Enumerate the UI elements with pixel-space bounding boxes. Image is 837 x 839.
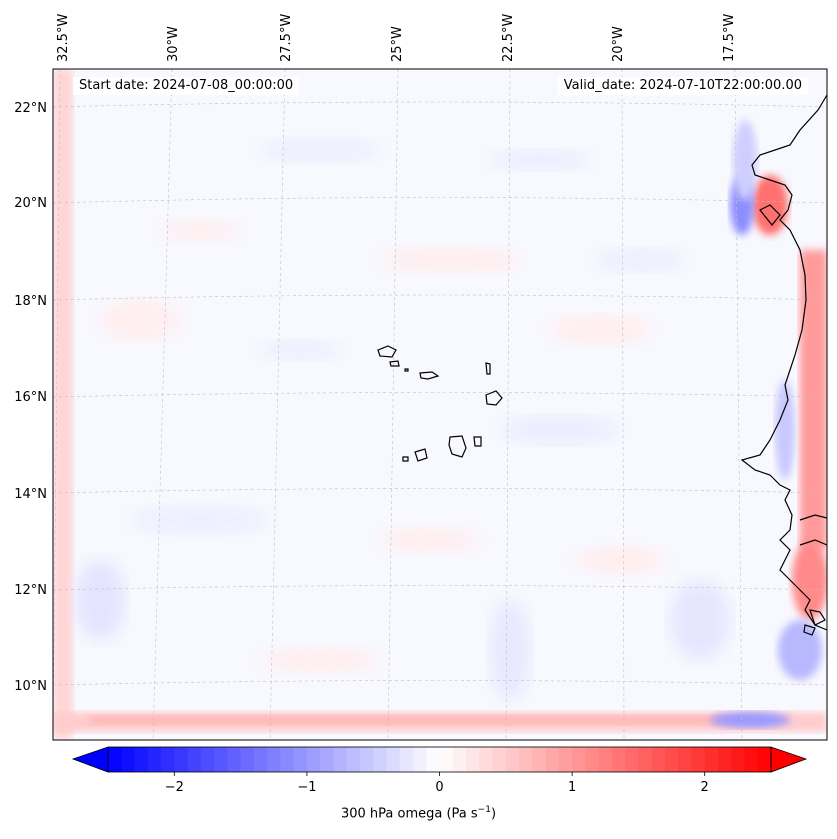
lat-label: 20°N bbox=[14, 196, 47, 211]
map-frame bbox=[52, 68, 828, 741]
lon-label: 25°W bbox=[390, 26, 405, 62]
coastlines bbox=[377, 94, 827, 636]
colorbar-step bbox=[426, 747, 440, 772]
colorbar-ticks: −2 −1 0 1 2 bbox=[165, 772, 709, 795]
lon-label: 32.5°W bbox=[56, 14, 71, 62]
colorbar-step bbox=[320, 747, 334, 772]
lon-label: 27.5°W bbox=[279, 14, 294, 62]
gridlines bbox=[53, 69, 827, 740]
lat-label: 10°N bbox=[14, 679, 47, 694]
colorbar-step bbox=[704, 747, 719, 772]
colorbar-step bbox=[333, 747, 348, 772]
omega-field bbox=[53, 69, 827, 740]
colorbar-step bbox=[519, 747, 533, 772]
colorbar-step bbox=[558, 747, 573, 772]
colorbar-title-end: ) bbox=[490, 806, 497, 822]
colorbar-step bbox=[744, 747, 759, 772]
longitude-labels: 32.5°W 30°W 27.5°W 25°W 22.5°W 20°W 17.5… bbox=[56, 14, 737, 62]
island-fogo bbox=[414, 448, 428, 462]
lat-label: 22°N bbox=[14, 101, 47, 116]
latitude-labels: 22°N 20°N 18°N 16°N 14°N 12°N 10°N bbox=[14, 101, 47, 694]
colorbar-title-main: 300 hPa omega (Pa s bbox=[340, 806, 478, 822]
lat-label: 14°N bbox=[14, 487, 47, 502]
colorbar-step bbox=[187, 747, 202, 772]
colorbar-step bbox=[664, 747, 679, 772]
colorbar-step bbox=[638, 747, 653, 772]
start-date-label: Start date: 2024-07-08_00:00:00 bbox=[73, 77, 300, 95]
colorbar-step bbox=[161, 747, 175, 772]
colorbar-step bbox=[227, 747, 241, 772]
colorbar-step bbox=[359, 747, 374, 772]
colorbar-step bbox=[214, 747, 228, 772]
lat-label: 12°N bbox=[14, 583, 47, 598]
island-sal bbox=[485, 362, 491, 375]
colorbar-step bbox=[174, 747, 188, 772]
valid-date-label: Valid_date: 2024-07-10T22:00:00.00 bbox=[557, 77, 808, 95]
island-maio bbox=[473, 436, 482, 447]
colorbar-step bbox=[267, 747, 281, 772]
colorbar-step bbox=[585, 747, 600, 772]
colorbar-step bbox=[479, 747, 493, 772]
lat-label: 16°N bbox=[14, 390, 47, 405]
lon-label: 30°W bbox=[166, 26, 181, 62]
colorbar-tick-label: 2 bbox=[701, 780, 709, 795]
colorbar-step bbox=[386, 747, 401, 772]
colorbar-step bbox=[280, 747, 295, 772]
colorbar-tick-label: 1 bbox=[568, 780, 576, 795]
colorbar-step bbox=[346, 747, 361, 772]
colorbar-step bbox=[452, 747, 467, 772]
colorbar-step bbox=[306, 747, 321, 772]
colorbar-steps bbox=[108, 747, 772, 772]
colorbar-step bbox=[108, 747, 122, 772]
island-brava bbox=[402, 456, 409, 462]
colorbar-tick-label: −1 bbox=[297, 780, 316, 795]
colorbar-step bbox=[651, 747, 666, 772]
colorbar-step bbox=[200, 747, 215, 772]
colorbar-step bbox=[598, 747, 613, 772]
colorbar-step bbox=[505, 747, 520, 772]
colorbar-step bbox=[293, 747, 308, 772]
colorbar-step bbox=[545, 747, 560, 772]
colorbar-step bbox=[253, 747, 268, 772]
colorbar-step bbox=[412, 747, 427, 772]
colorbar-step bbox=[625, 747, 639, 772]
africa-coastline bbox=[740, 94, 827, 631]
colorbar-step bbox=[439, 747, 454, 772]
island-boa-vista bbox=[485, 390, 503, 406]
colorbar-step bbox=[466, 747, 480, 772]
colorbar-step bbox=[399, 747, 414, 772]
lon-label: 22.5°W bbox=[501, 14, 516, 62]
colorbar-title-exponent: −1 bbox=[477, 805, 491, 815]
colorbar-step bbox=[373, 747, 387, 772]
colorbar-step bbox=[147, 747, 162, 772]
colorbar-tick-label: −2 bbox=[165, 780, 184, 795]
island-sao-vicente bbox=[389, 360, 400, 367]
colorbar-step bbox=[717, 747, 732, 772]
colorbar: −2 −1 0 1 2 bbox=[71, 746, 808, 795]
colorbar-step bbox=[678, 747, 692, 772]
colorbar-arrow-high bbox=[770, 746, 808, 773]
lon-label: 17.5°W bbox=[722, 14, 737, 62]
colorbar-step bbox=[121, 747, 135, 772]
colorbar-arrow-low bbox=[71, 746, 109, 773]
colorbar-step bbox=[492, 747, 507, 772]
lon-label: 20°W bbox=[611, 26, 626, 62]
colorbar-title: 300 hPa omega (Pa s−1) bbox=[0, 805, 837, 821]
colorbar-step bbox=[572, 747, 586, 772]
colorbar-step bbox=[611, 747, 626, 772]
lat-label: 18°N bbox=[14, 294, 47, 309]
colorbar-step bbox=[731, 747, 745, 772]
colorbar-step bbox=[240, 747, 255, 772]
colorbar-step bbox=[691, 747, 706, 772]
island-sao-nicolau bbox=[419, 371, 440, 380]
colorbar-step bbox=[757, 747, 772, 772]
island-santo-antao bbox=[377, 345, 397, 358]
colorbar-step bbox=[532, 747, 546, 772]
colorbar-step bbox=[134, 747, 149, 772]
island-santiago bbox=[448, 435, 467, 458]
colorbar-tick-label: 0 bbox=[435, 780, 443, 795]
